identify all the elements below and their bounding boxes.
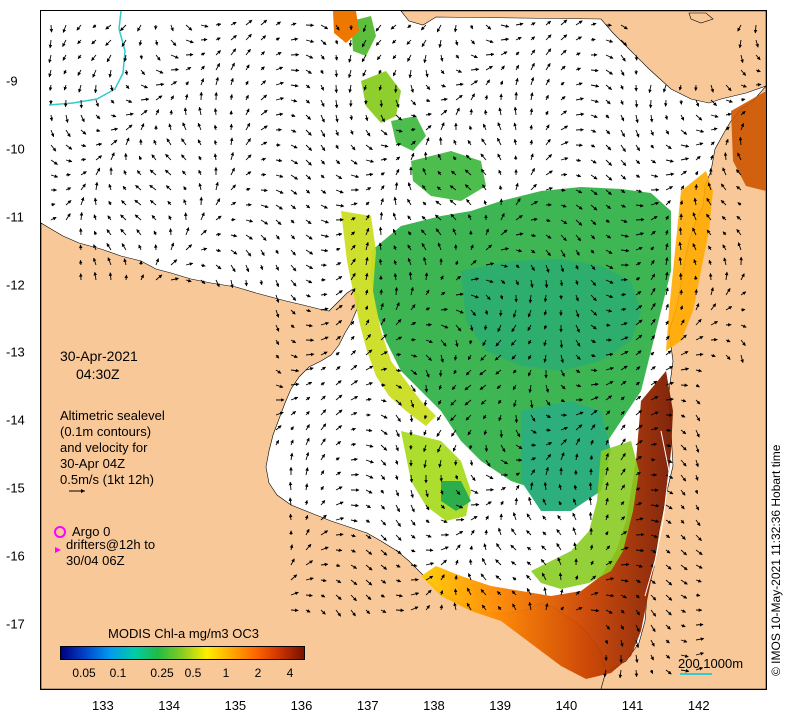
y-tick-label: -11 xyxy=(6,209,24,225)
colorbar-tick-label: 0.25 xyxy=(150,666,174,680)
scale-bar xyxy=(680,673,712,675)
colorbar-tick-label: 0.1 xyxy=(109,666,127,680)
argo-float-icon xyxy=(54,526,66,538)
x-tick-label: 138 xyxy=(423,698,445,713)
colorbar-tick-label: 0.5 xyxy=(184,666,202,680)
legend-line-4: 30-Apr 04Z xyxy=(60,456,126,471)
timestamp-date: 30-Apr-2021 xyxy=(60,348,138,364)
timestamp-time: 04:30Z xyxy=(76,366,120,382)
colorbar-tick-label: 0.05 xyxy=(72,666,96,680)
y-tick-label: -13 xyxy=(6,344,25,360)
cape-york-land xyxy=(590,85,766,689)
x-tick-label: 135 xyxy=(224,698,247,713)
credit-text: © IMOS 10-May-2021 11:32:36 Hobart time xyxy=(769,444,783,676)
drifters-line-1: drifters@12h to xyxy=(66,537,156,552)
y-tick-label: -14 xyxy=(6,412,25,428)
legend-line-2: (0.1m contours) xyxy=(60,424,152,439)
colorbar-title: MODIS Chl-a mg/m3 OC3 xyxy=(108,626,259,641)
chlorophyll-field xyxy=(351,16,671,511)
argo-label: Argo 0 xyxy=(72,524,111,539)
x-tick-label: 139 xyxy=(489,698,512,713)
yellow-fringe xyxy=(341,211,471,521)
x-tick-label: 134 xyxy=(158,698,180,713)
drifters-line-2: 30/04 06Z xyxy=(66,553,125,568)
x-tick-label: 136 xyxy=(290,698,313,713)
colorbar-tick-label: 4 xyxy=(286,666,294,680)
green-coastal-strip xyxy=(531,441,639,589)
map-canvas xyxy=(41,11,766,689)
y-tick-label: -9 xyxy=(6,73,18,89)
y-tick-label: -12 xyxy=(6,277,25,293)
velocity-arrows xyxy=(48,19,762,679)
y-tick-label: -16 xyxy=(6,548,25,564)
current-contour xyxy=(48,11,126,106)
x-tick-label: 140 xyxy=(555,698,578,713)
colorbar-tick-label: 2 xyxy=(254,666,262,680)
new-guinea-land xyxy=(400,11,766,104)
legend-line-3: and velocity for xyxy=(60,440,148,455)
orange-northeast xyxy=(666,171,713,351)
x-tick-label: 142 xyxy=(687,698,710,713)
coastal-contour xyxy=(644,430,670,597)
colorbar xyxy=(60,646,305,660)
legend-line-1: Altimetric sealevel xyxy=(60,408,165,423)
orange-top-patch xyxy=(333,11,359,43)
x-tick-label: 137 xyxy=(356,698,379,713)
scale-label: 200 1000m xyxy=(678,656,744,671)
legend-line-5: 0.5m/s (1kt 12h) xyxy=(60,472,154,487)
drifter-icon xyxy=(55,547,61,553)
orange-coastal-strip xyxy=(421,371,673,679)
y-tick-label: -15 xyxy=(6,480,25,496)
y-tick-label: -10 xyxy=(6,141,25,157)
colorbar-tick-label: 1 xyxy=(222,666,230,680)
x-tick-label: 141 xyxy=(621,698,644,713)
x-tick-label: 133 xyxy=(92,698,114,713)
island-top xyxy=(688,12,714,24)
orange-far-east xyxy=(731,91,766,191)
legend-arrow-icon xyxy=(69,489,85,493)
map-frame xyxy=(40,10,767,690)
y-tick-label: -17 xyxy=(6,616,25,632)
